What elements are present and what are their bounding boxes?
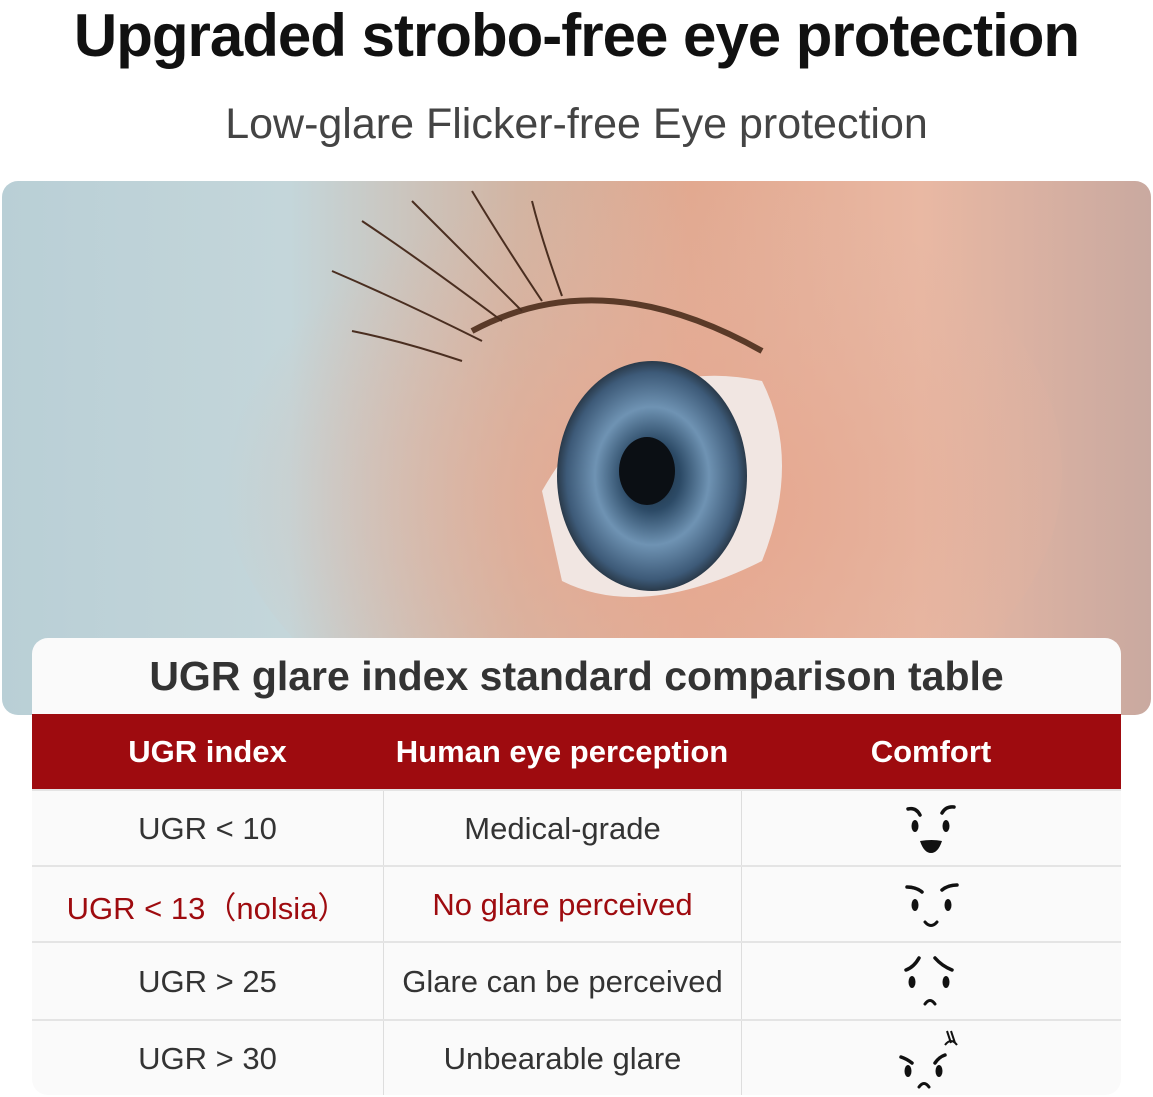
page-title: Upgraded strobo-free eye protection	[73, 2, 1080, 69]
ugr-index-cell: UGR > 30	[138, 1041, 277, 1076]
table-title: UGR glare index standard comparison tabl…	[149, 653, 1004, 699]
column-header-comfort: Comfort	[870, 733, 992, 769]
page-subtitle: Low-glare Flicker-free Eye protection	[225, 100, 928, 148]
table-row: UGR < 13（nolsia） No glare perceived	[32, 865, 1121, 943]
column-header-ugr-index: UGR index	[128, 733, 287, 769]
ugr-index-cell: UGR < 10	[138, 811, 277, 846]
table-row: UGR < 10 Medical-grade	[32, 789, 1121, 867]
page-title-box: Upgraded strobo-free eye protection	[0, 0, 1153, 76]
ugr-comparison-table: UGR glare index standard comparison tabl…	[32, 638, 1121, 1095]
table-row: UGR > 25 Glare can be perceived	[32, 941, 1121, 1021]
ugr-index-cell: UGR > 25	[138, 964, 277, 999]
big-smile-face-icon	[905, 805, 956, 853]
worried-face-icon	[903, 956, 954, 1006]
small-smile-face-icon	[904, 883, 959, 927]
perception-cell: No glare perceived	[432, 887, 693, 922]
page-subtitle-box: Low-glare Flicker-free Eye protection	[0, 96, 1153, 152]
table-title-box: UGR glare index standard comparison tabl…	[32, 648, 1121, 704]
perception-cell: Glare can be perceived	[402, 964, 723, 999]
angry-face-icon	[898, 1030, 958, 1089]
ugr-index-cell: UGR < 13（nolsia）	[66, 890, 349, 926]
table-row: UGR > 30 Unbearable glare	[32, 1019, 1121, 1095]
table-header-row: UGR index Human eye perception Comfort	[32, 714, 1121, 789]
perception-cell: Medical-grade	[464, 811, 661, 846]
column-header-perception: Human eye perception	[395, 733, 729, 769]
eye-photo	[2, 181, 1151, 715]
perception-cell: Unbearable glare	[443, 1041, 682, 1076]
